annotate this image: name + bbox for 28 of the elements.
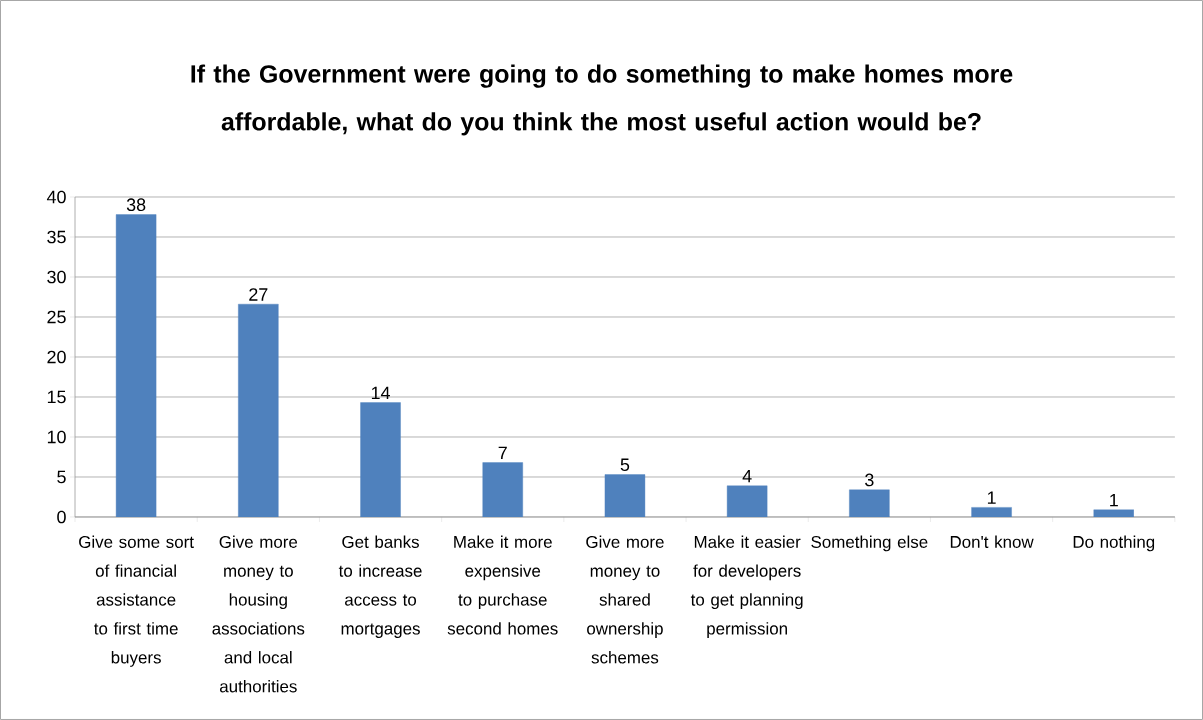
data-label: 27: [249, 288, 268, 301]
y-tick-label: 25: [47, 310, 66, 324]
x-tick-label: Give some sort of financial assistance to first time buyers: [79, 535, 194, 667]
data-label: 4: [742, 469, 752, 483]
data-label: 1: [1110, 493, 1118, 507]
y-tick-label: 5: [57, 470, 66, 484]
y-tick-label: 15: [47, 390, 66, 404]
y-tick-label: 40: [46, 190, 66, 204]
x-tick-label: Give more money to housing associations and local authorities: [212, 535, 305, 693]
data-label: 38: [126, 198, 146, 212]
y-tick-label: 20: [47, 350, 66, 364]
data-label: 5: [620, 458, 630, 472]
y-tick-label: 30: [47, 270, 66, 284]
y-tick-label: 10: [47, 430, 66, 444]
y-tick-label: 35: [47, 230, 66, 244]
x-tick-label: Get banks to increase access to mortgages: [338, 535, 422, 638]
chart-title: If the Government were going to do something to make homes more affordable, what do you think the most useful action would be?: [191, 64, 1013, 136]
data-label: 7: [498, 446, 507, 460]
data-label: 14: [371, 386, 390, 400]
y-tick-label: 0: [57, 510, 66, 524]
x-tick-label: Do nothing: [1073, 535, 1155, 552]
x-tick-label: Make it easier for developers to get planning permission: [690, 535, 803, 638]
x-tick-label: Don't know: [950, 535, 1034, 548]
x-tick-label: Make it more expensive to purchase second homes: [447, 535, 558, 635]
data-label: 3: [865, 473, 874, 487]
x-tick-label: Something else: [811, 535, 928, 552]
data-label: 1: [987, 491, 996, 504]
x-tick-label: Give more money to shared ownership schemes: [586, 535, 664, 664]
